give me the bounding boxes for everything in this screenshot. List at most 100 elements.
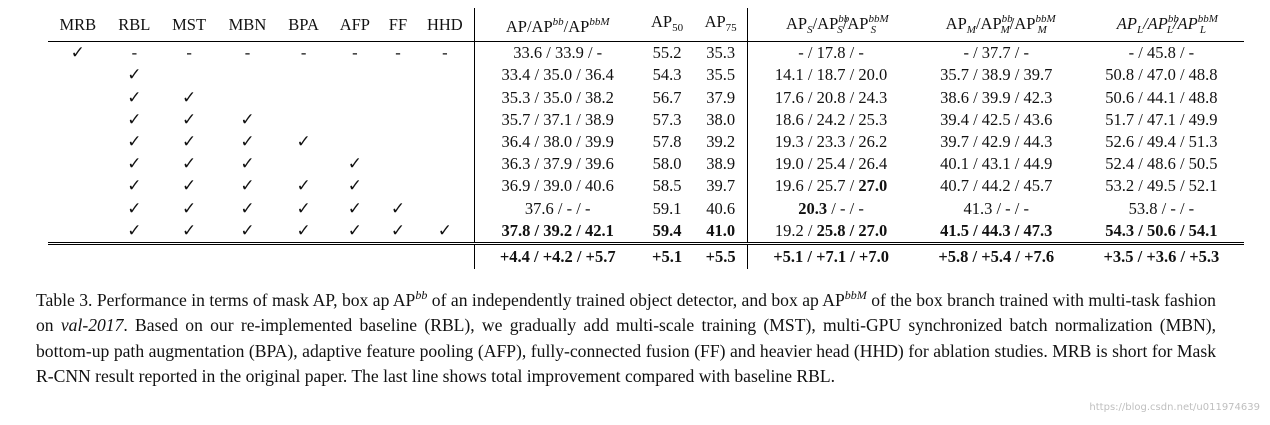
metric-cell-ap50: 59.4 <box>652 220 682 240</box>
metric-cell-ap50: 55.2 <box>652 43 682 63</box>
method-flag-cell <box>278 87 329 109</box>
metric-cell-aps: 19.2 / 25.8 / 27.0 <box>774 220 888 240</box>
method-flag-cell: ✓ <box>127 198 142 218</box>
metric-cell-ap50: 58.5 <box>652 176 682 196</box>
metric-cell-ap: 36.9 / 39.0 / 40.6 <box>501 176 614 196</box>
method-flag-cell <box>329 131 380 153</box>
method-flag-cell <box>329 87 380 109</box>
improvement-cell-ap: +4.4 / +4.2 / +5.7 <box>499 246 616 266</box>
results-table-container: MRB RBL MST MBN BPA AFP FF HHD AP/APbb/A… <box>48 8 1244 270</box>
metric-cell-ap50: 57.3 <box>652 109 682 129</box>
method-flag-cell <box>415 86 476 109</box>
method-flag-cell <box>278 64 329 86</box>
caption-text-2: of an independently trained object detec… <box>427 289 845 310</box>
metric-cell-ap75: 39.2 <box>693 131 749 154</box>
method-flag-cell: - <box>244 43 251 63</box>
improvement-cell-apl: +3.5 / +3.6 / +5.3 <box>1103 246 1220 266</box>
col-header-mrb: MRB <box>59 14 97 34</box>
method-flag-cell <box>415 131 476 154</box>
method-flag-cell <box>380 131 415 153</box>
metric-cell-ap75: 41.0 <box>693 219 749 244</box>
improvement-row: +4.4 / +4.2 / +5.7 +5.1 +5.5 +5.1 / +7.1 / … <box>48 243 1244 270</box>
metric-cell-ap: 37.6 / - / - <box>524 198 591 218</box>
method-flag-cell: ✓ <box>181 220 197 240</box>
method-flag-cell <box>48 131 108 153</box>
method-flag-cell: ✓ <box>181 132 197 152</box>
metric-cell-apl: 52.6 / 49.4 / 51.3 <box>1105 132 1218 152</box>
method-flag-cell <box>161 64 217 86</box>
table-row: ✓ - - - - - - -33.6 / 33.9 / -55.2 35.3 - / 17.8… <box>48 41 1244 65</box>
col-header-mbn: MBN <box>228 14 267 34</box>
method-flag-cell <box>415 175 476 198</box>
metric-cell-apl: 53.8 / - / - <box>1128 198 1195 218</box>
method-flag-cell <box>217 87 278 109</box>
method-flag-cell <box>48 64 108 86</box>
method-flag-cell: ✓ <box>181 154 197 174</box>
method-flag-cell: ✓ <box>181 198 197 218</box>
metric-cell-ap50: 59.1 <box>652 198 682 218</box>
method-flag-cell: - <box>415 41 476 65</box>
method-flag-cell <box>380 153 415 175</box>
table-row: ✓ ✓ ✓ ✓ 36.3 / 37.9 / 39.6 58.0 38.9 19.0 / 25.… <box>48 153 1244 176</box>
metric-cell-aps: 17.6 / 20.8 / 24.3 <box>774 87 888 107</box>
table-header: MRB RBL MST MBN BPA AFP FF HHD AP/APbb/A… <box>48 8 1244 42</box>
method-flag-cell: ✓ <box>415 219 476 244</box>
empty-cell <box>161 244 217 270</box>
table-row: ✓ 33.4 / 35.0 / 36.4 54.3 35.5 14.1 / 18.7 /… <box>48 64 1244 87</box>
method-flag-cell: ✓ <box>347 198 362 218</box>
method-flag-cell: ✓ <box>127 87 142 107</box>
method-flag-cell: ✓ <box>181 176 197 196</box>
col-header-ap50: AP50 <box>651 11 684 34</box>
method-flag-cell: ✓ <box>296 132 311 152</box>
empty-cell <box>329 244 380 270</box>
method-flag-cell: - <box>300 43 307 63</box>
method-flag-cell <box>329 64 380 86</box>
metric-cell-apm: - / 37.7 / - <box>963 43 1030 63</box>
metric-cell-ap: 36.3 / 37.9 / 39.6 <box>501 154 614 174</box>
metric-cell-ap: 33.4 / 35.0 / 36.4 <box>501 65 614 85</box>
caption-italic-dataset: val-2017 <box>60 315 124 336</box>
metric-cell-apm: 40.1 / 43.1 / 44.9 <box>940 154 1053 174</box>
method-flag-cell <box>380 87 415 109</box>
table-row: ✓ ✓ ✓ ✓ ✓ ✓ 37.6 / - / - 59.1 40.6 20.3 / - / - 41… <box>48 197 1244 220</box>
metric-cell-apm: 39.7 / 42.9 / 44.3 <box>940 132 1053 152</box>
method-flag-cell <box>48 153 108 175</box>
method-flag-cell: ✓ <box>127 154 142 174</box>
empty-cell <box>380 244 415 270</box>
metric-cell-apl: 50.6 / 44.1 / 48.8 <box>1105 87 1218 107</box>
metric-cell-ap50: 54.3 <box>652 65 682 85</box>
method-flag-cell: ✓ <box>127 132 142 152</box>
method-flag-cell <box>329 109 380 131</box>
improvement-cell-aps: +5.1 / +7.1 / +7.0 <box>773 246 889 266</box>
metric-cell-ap: 37.8 / 39.2 / 42.1 <box>501 220 614 240</box>
metric-cell-aps: 19.0 / 25.4 / 26.4 <box>774 154 888 174</box>
col-header-mst: MST <box>172 14 207 34</box>
metric-cell-apl: - / 45.8 / - <box>1128 43 1195 63</box>
metric-cell-ap75: 35.5 <box>693 64 749 87</box>
method-flag-cell: ✓ <box>347 176 362 196</box>
method-flag-cell: - <box>395 43 401 63</box>
improvement-cell-ap75: +5.5 <box>693 243 749 270</box>
empty-cell <box>48 244 108 270</box>
method-flag-cell: ✓ <box>240 198 255 218</box>
col-header-bpa: BPA <box>288 14 319 34</box>
metric-cell-ap75: 39.7 <box>693 175 749 198</box>
metric-cell-apl: 51.7 / 47.1 / 49.9 <box>1105 109 1218 129</box>
metric-cell-apm: 39.4 / 42.5 / 43.6 <box>940 109 1053 129</box>
caption-sup-bb: bb <box>415 288 428 302</box>
improvement-cell-ap50: +5.1 <box>652 246 683 266</box>
metric-cell-apm: 35.7 / 38.9 / 39.7 <box>940 65 1053 85</box>
method-flag-cell <box>380 64 415 86</box>
metric-cell-ap: 36.4 / 38.0 / 39.9 <box>501 132 614 152</box>
empty-cell <box>108 244 161 270</box>
table-row: ✓ ✓ ✓ ✓ 36.4 / 38.0 / 39.9 57.8 39.2 19.3 / 23.… <box>48 131 1244 154</box>
method-flag-cell: ✓ <box>240 176 255 196</box>
metric-cell-ap75: 38.9 <box>693 153 749 176</box>
method-flag-cell: ✓ <box>127 65 142 85</box>
metric-cell-ap: 33.6 / 33.9 / - <box>513 43 603 63</box>
method-flag-cell: ✓ <box>296 220 311 240</box>
col-header-apl: APL/APbbL/APbbML <box>1116 13 1218 36</box>
empty-cell <box>415 243 476 270</box>
method-flag-cell: ✓ <box>296 176 311 196</box>
method-flag-cell <box>415 64 476 87</box>
